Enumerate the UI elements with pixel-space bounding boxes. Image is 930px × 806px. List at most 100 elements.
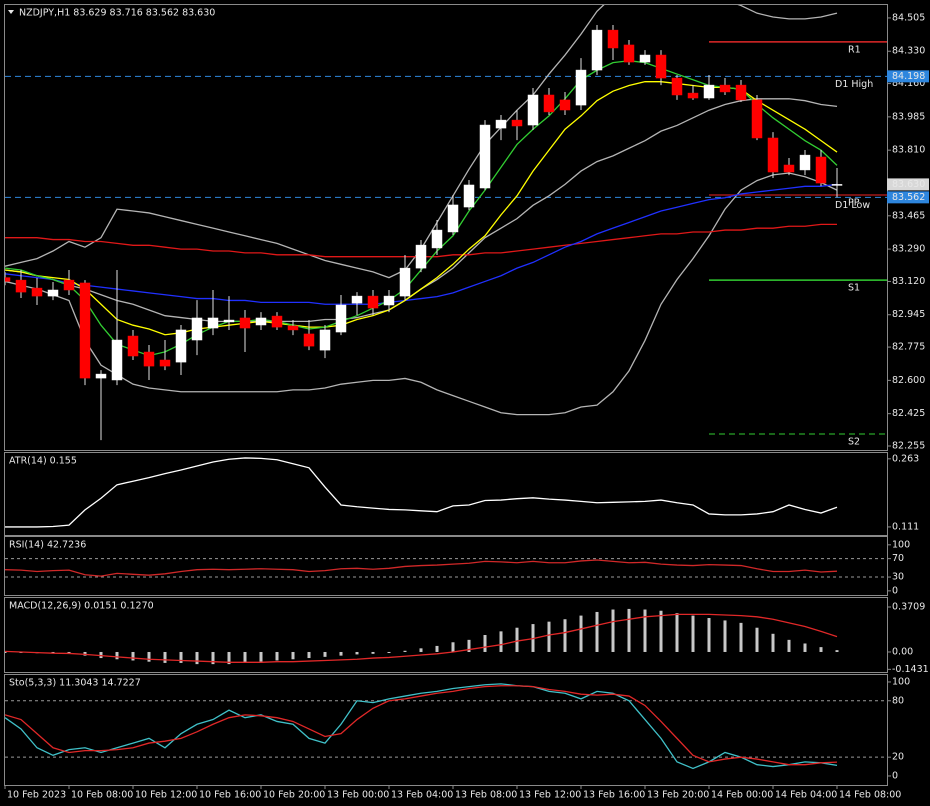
- histogram-bar: [547, 621, 551, 652]
- candle-body: [255, 317, 267, 326]
- level-label: R1: [848, 44, 861, 55]
- histogram-bar: [691, 615, 695, 652]
- indicator-line: [5, 559, 838, 577]
- histogram-bar: [227, 651, 231, 665]
- y-tick-label: 83.120: [892, 276, 925, 287]
- candle-body: [159, 359, 171, 367]
- panel-frame: [4, 452, 888, 536]
- candle-body: [207, 317, 219, 329]
- candle-body: [575, 69, 587, 106]
- price-box: [887, 70, 929, 83]
- histogram-bar: [355, 651, 359, 655]
- panel-title: Sto(5,3,3) 11.3043 14.7227: [9, 678, 141, 689]
- y-tick-label: 82.255: [892, 441, 925, 452]
- histogram-bar: [291, 651, 295, 660]
- y-tick-label: 83.290: [892, 244, 925, 255]
- candle-body: [31, 287, 43, 297]
- candle-body: [95, 373, 107, 379]
- histogram-bar: [403, 650, 407, 652]
- candle-body: [543, 94, 555, 113]
- candle-body: [463, 184, 475, 208]
- candle-body: [287, 325, 299, 331]
- x-tick-label: 13 Feb 12:00: [519, 790, 581, 801]
- y-tick-label: -0.1431: [892, 664, 929, 675]
- x-tick-label: 10 Feb 20:00: [263, 790, 325, 801]
- candle-body: [15, 279, 27, 293]
- y-tick-label: 30: [892, 572, 904, 583]
- histogram-bar: [163, 651, 167, 663]
- candle-body: [367, 295, 379, 309]
- y-tick-label: 84.160: [892, 78, 925, 89]
- histogram-bar: [483, 635, 487, 652]
- indicator-line: [5, 613, 838, 663]
- y-tick-label: 83.810: [892, 145, 925, 156]
- panel-title: ATR(14) 0.155: [9, 456, 77, 467]
- indicator-line: [5, 683, 838, 770]
- level-label: S2: [848, 437, 860, 448]
- plot-area: [5, 5, 887, 441]
- histogram-bar: [147, 651, 151, 662]
- level-label: D1 High: [835, 79, 873, 90]
- histogram-bar: [675, 613, 679, 652]
- candle-body: [655, 54, 667, 79]
- histogram-bar: [643, 609, 647, 652]
- y-tick-label: 80: [892, 695, 904, 706]
- candle-body: [639, 54, 651, 63]
- plot-area: [5, 608, 839, 665]
- y-tick-label: 70: [892, 553, 904, 564]
- histogram-bar: [323, 651, 327, 657]
- x-tick-label: 10 Feb 08:00: [71, 790, 133, 801]
- histogram-bar: [723, 620, 727, 652]
- candle-body: [511, 119, 523, 127]
- x-tick-label: 10 Feb 12:00: [135, 790, 197, 801]
- x-tick-label: 13 Feb 08:00: [455, 790, 517, 801]
- histogram-bar: [563, 619, 567, 652]
- candle-body: [719, 84, 731, 93]
- x-tick-label: 13 Feb 20:00: [647, 790, 709, 801]
- candle-body: [319, 329, 331, 351]
- histogram-bar: [131, 651, 135, 661]
- indicator-line: [5, 685, 838, 766]
- level-label: PP: [848, 198, 860, 209]
- y-tick-label: 83.465: [892, 210, 925, 221]
- candle-body: [607, 29, 619, 49]
- y-tick-label: 0: [892, 585, 898, 596]
- menu-triangle: [8, 10, 14, 14]
- candle-body: [799, 154, 811, 171]
- histogram-bar: [339, 651, 343, 656]
- histogram-bar: [179, 651, 183, 663]
- histogram-bar: [819, 647, 823, 652]
- candle-body: [111, 339, 123, 381]
- y-tick-label: 84.505: [892, 12, 925, 23]
- histogram-bar: [595, 611, 599, 652]
- panel-title: NZDJPY,H1 83.629 83.716 83.562 83.630: [19, 8, 215, 19]
- histogram-bar: [499, 631, 503, 652]
- candle-body: [63, 279, 75, 291]
- plot-area: [5, 558, 887, 578]
- indicator-line: [5, 457, 838, 528]
- histogram-bar: [211, 651, 215, 665]
- histogram-bar: [195, 651, 199, 665]
- panel-frame: [4, 674, 888, 786]
- panel-title: MACD(12,26,9) 0.0151 0.1270: [9, 601, 154, 612]
- price-box-label: 83.562: [892, 192, 925, 203]
- histogram-bar: [467, 639, 471, 652]
- plot-area: [5, 683, 887, 770]
- candle-body: [703, 84, 715, 99]
- last-price-label: 83.630: [892, 179, 925, 190]
- panel-frame: [4, 597, 888, 673]
- candle-body: [447, 204, 459, 233]
- y-tick-label: 100: [892, 676, 910, 687]
- histogram-bar: [803, 643, 807, 652]
- y-tick-label: 82.425: [892, 408, 925, 419]
- candle-body: [399, 267, 411, 297]
- indicator-line: [5, 172, 838, 416]
- candle-body: [495, 119, 507, 129]
- candle-body: [591, 29, 603, 71]
- candle-body: [271, 315, 283, 328]
- candle-body: [831, 184, 843, 186]
- candle-body: [479, 124, 491, 189]
- histogram-bar: [707, 618, 711, 652]
